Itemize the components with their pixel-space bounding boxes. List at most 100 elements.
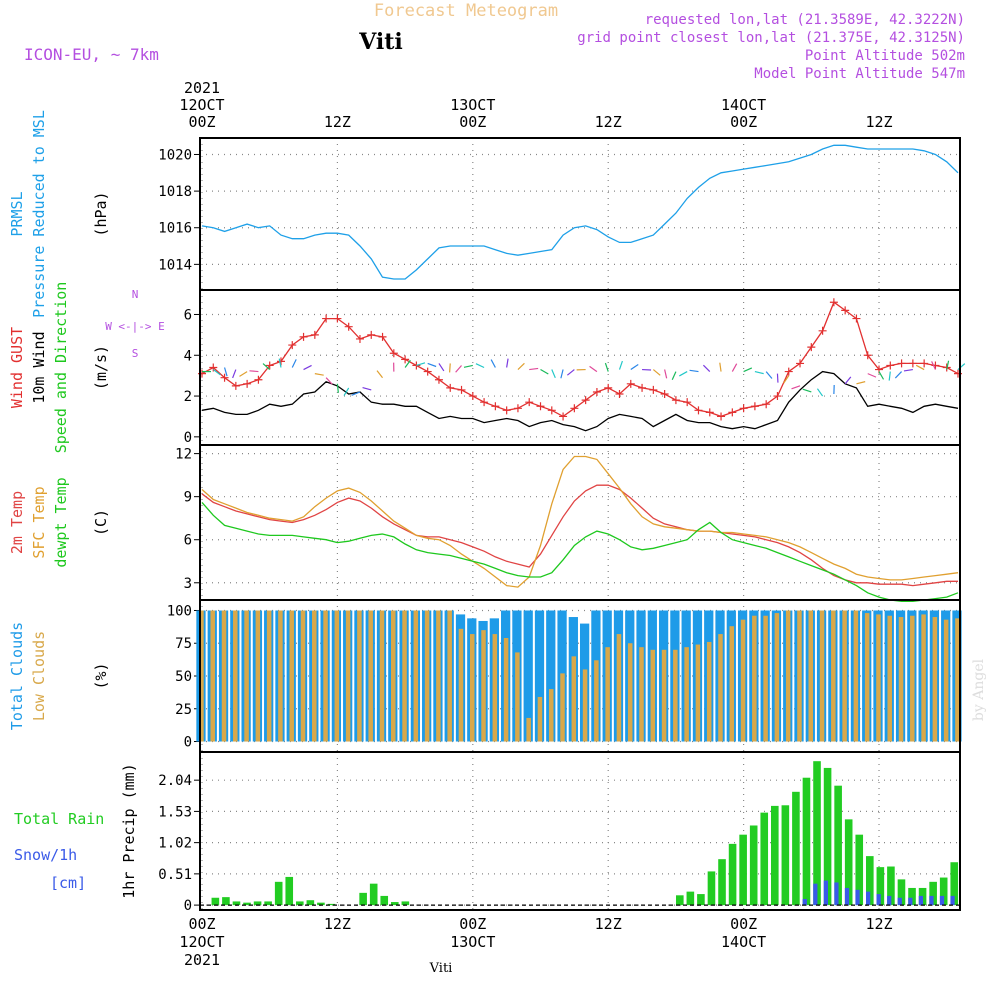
gust-marker [796, 359, 805, 368]
panel-title: Total Clouds [8, 622, 26, 730]
gust-marker [581, 396, 590, 405]
compass-n: N [132, 288, 139, 301]
rain-bar [855, 834, 864, 906]
rain-bar [391, 902, 399, 906]
panel-frame [199, 137, 961, 291]
low-cloud-bar [300, 610, 306, 742]
panel-unit: (%) [92, 662, 110, 689]
gust-marker [457, 385, 466, 394]
wind-direction-arrow [560, 369, 564, 379]
low-cloud-bar [244, 610, 249, 742]
rain-bar [897, 879, 906, 906]
rain-bar [253, 901, 262, 906]
gust-marker [908, 359, 917, 368]
panel-frame [199, 751, 961, 911]
gust-marker [660, 390, 669, 399]
y-tick-label: 1016 [158, 221, 192, 237]
rain-bar [232, 901, 241, 906]
low-cloud-bar [763, 615, 768, 742]
chart-title: Forecast Meteogram [374, 1, 558, 21]
gust-marker [773, 392, 782, 401]
gust-marker [265, 361, 274, 370]
y-tick-label: 6 [184, 307, 192, 323]
gust-marker [491, 402, 500, 411]
low-cloud-bar [548, 689, 554, 742]
low-cloud-bar [661, 649, 667, 742]
wind-direction-arrow [416, 362, 426, 367]
rain-bar [866, 856, 874, 906]
low-cloud-bar [571, 656, 577, 742]
panel-frame [199, 289, 961, 446]
wind-direction-arrow [351, 391, 361, 396]
low-cloud-bar [819, 610, 825, 742]
rain-bar [792, 791, 800, 906]
low-cloud-bar [391, 610, 396, 742]
wind-direction-arrow [249, 370, 259, 373]
wind-direction-arrow [343, 387, 350, 396]
low-cloud-bar [582, 669, 588, 742]
snow-bar [844, 887, 850, 906]
rain-bar [707, 871, 716, 906]
gust-marker [389, 349, 398, 358]
gridpoint-coords: grid point closest lon,lat (21.375E, 42.… [577, 30, 965, 46]
panel-title: SFC Temp [30, 486, 48, 558]
gust-marker [728, 408, 737, 417]
snow-bar [855, 889, 860, 906]
gust-marker [897, 359, 906, 368]
wind-direction-arrow [325, 377, 333, 385]
panel-temp: 3 6 9 12 2m Temp SFC Temp dewpt Temp (C) [8, 444, 961, 603]
rain-bar [760, 812, 769, 906]
gust-marker [401, 355, 410, 364]
rain-bar [844, 819, 853, 906]
low-cloud-bar [932, 617, 938, 742]
snow-bar [802, 898, 807, 906]
gust-marker [525, 398, 534, 407]
wind-direction-arrow [743, 367, 753, 373]
wind-direction-arrow [618, 360, 623, 370]
panel-clouds: 0 25 50 75 100 Total Clouds Low Clouds (%) [8, 599, 962, 753]
panel-title: dewpt Temp [52, 477, 70, 567]
wind-direction-arrow [376, 370, 384, 379]
low-cloud-bar [221, 610, 227, 742]
low-cloud-bar [785, 610, 791, 742]
gust-marker [671, 396, 680, 405]
precip-title-snow: Snow/1h [14, 846, 77, 864]
panel-title: PRMSL [8, 191, 26, 236]
wind-direction-arrow [262, 363, 271, 370]
bottom-time-label: 12Z [595, 915, 622, 933]
wind-direction-arrow [791, 385, 801, 390]
wind-direction-arrow [239, 371, 248, 377]
rain-bar [401, 901, 410, 906]
low-cloud-bar [650, 649, 656, 742]
rain-bar [697, 894, 705, 906]
rain-bar [211, 897, 220, 906]
y-tick-label: 1.02 [158, 836, 192, 852]
low-cloud-bar [752, 615, 757, 742]
rain-bar [285, 876, 294, 906]
gust-marker [784, 367, 793, 376]
rain-bar [823, 767, 832, 906]
wind-direction-arrow [679, 371, 688, 377]
low-cloud-bar [469, 634, 475, 742]
wind-direction-arrow [671, 371, 677, 381]
gust-marker [412, 361, 421, 370]
low-cloud-bar [808, 610, 814, 742]
watermark: by Angel [971, 658, 987, 721]
panel-pressure: 1014 1016 1018 1020 PRMSL Pressure Reduced to… [8, 110, 961, 318]
snow-bar [929, 895, 934, 906]
y-tick-label: 50 [175, 669, 192, 685]
top-day-label: 14OCT [721, 96, 766, 114]
wind-direction-arrow [783, 375, 790, 384]
rain-bar [771, 805, 779, 906]
low-cloud-bar [413, 610, 419, 742]
gust-marker [513, 404, 522, 413]
wind-direction-arrow [490, 359, 496, 368]
wind-direction-arrow [867, 373, 877, 378]
wind-direction-arrow [404, 359, 411, 368]
panel-title: Speed and Direction [52, 282, 70, 454]
gust-marker [480, 398, 489, 407]
rain-bar [686, 891, 695, 906]
footer-location: Viti [429, 961, 453, 976]
rain-bar [749, 825, 758, 906]
